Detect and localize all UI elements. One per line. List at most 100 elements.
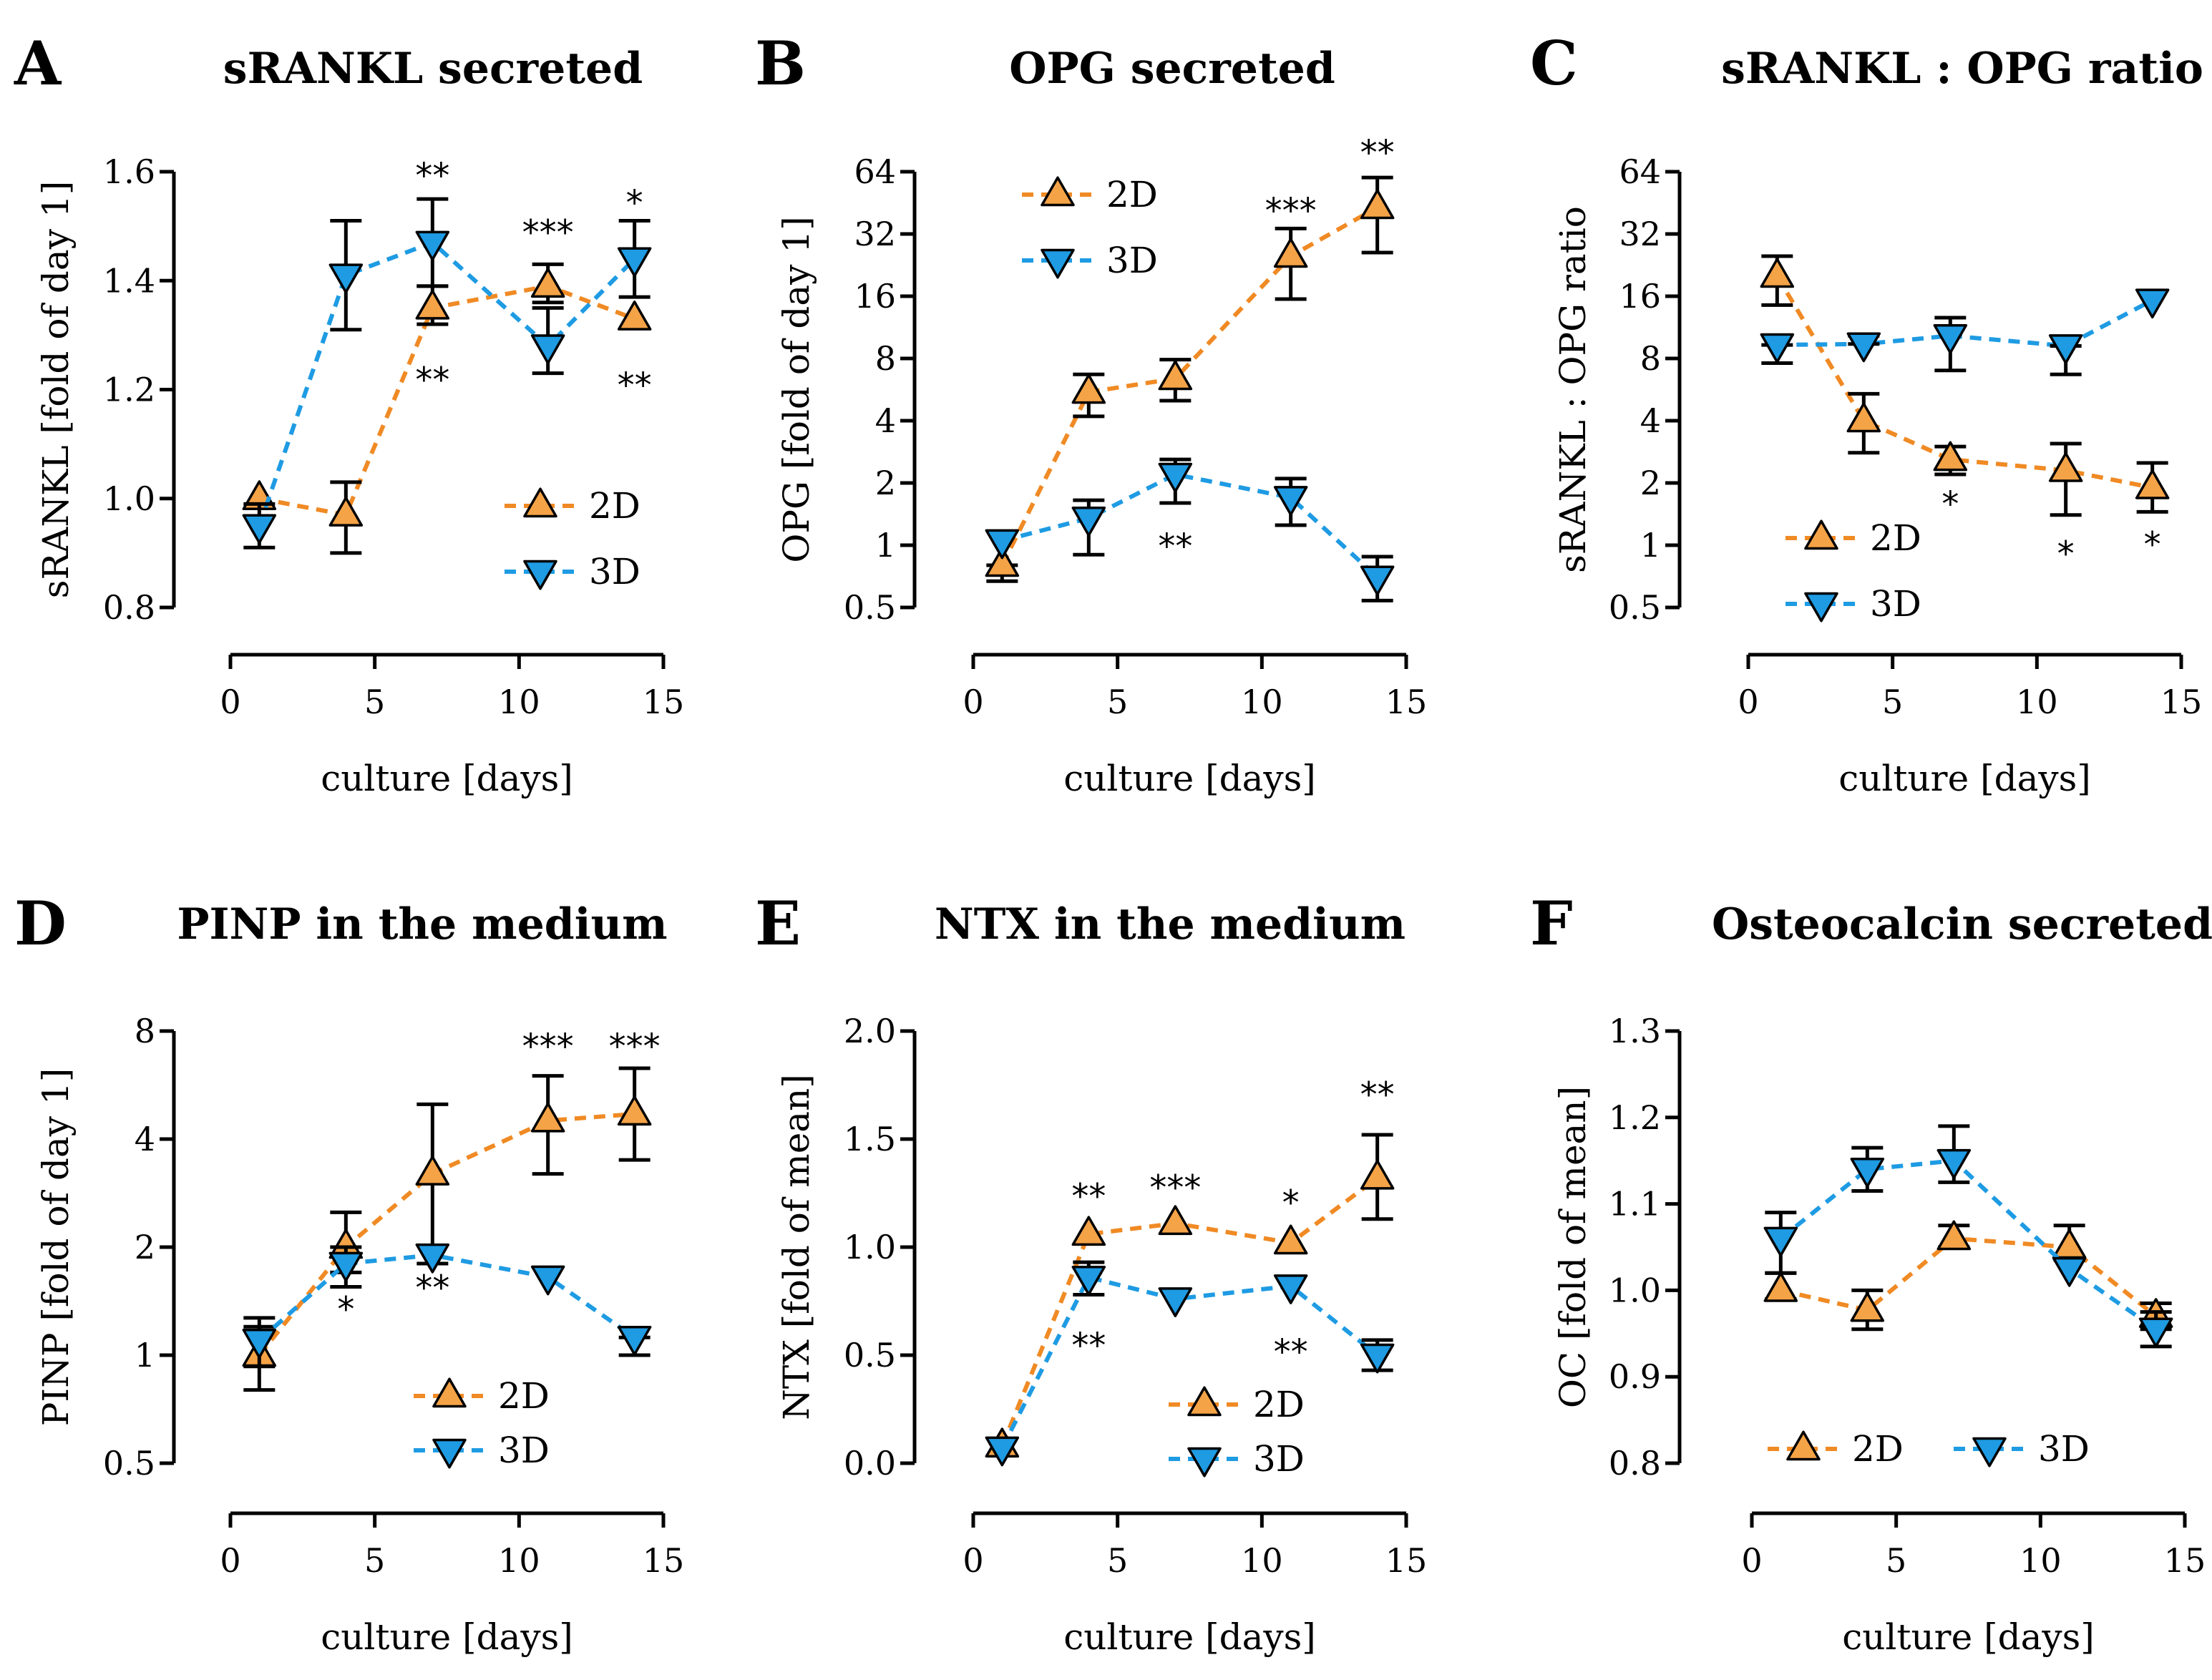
- legend-marker-2D: [1804, 519, 1838, 550]
- series-2D: [985, 175, 1395, 583]
- marker-2D: [2052, 1229, 2087, 1259]
- significance-label: ***: [522, 213, 574, 253]
- x-tick-label: 0: [220, 683, 240, 721]
- y-tick-label: 2: [1640, 464, 1661, 502]
- marker-3D: [617, 247, 652, 278]
- series-2D: [1763, 1220, 2173, 1332]
- legend-marker-3D: [432, 1438, 467, 1469]
- marker-3D: [530, 334, 565, 365]
- marker-3D: [1071, 1265, 1106, 1296]
- legend-label-3D: 3D: [1253, 1438, 1305, 1480]
- x-tick-label: 5: [1882, 683, 1903, 721]
- marker-3D: [328, 263, 364, 294]
- significance-label: *: [1282, 1183, 1300, 1224]
- y-tick-label: 64: [1619, 152, 1661, 191]
- x-tick-label: 15: [1385, 1541, 1428, 1580]
- series-2D: [242, 1066, 652, 1392]
- panel-B: B OPG secreted 0.5 1 2 4 8 16 32 64 OPG [fold of d…: [755, 28, 1427, 799]
- y-tick-label: 8: [135, 1012, 155, 1050]
- x-tick-label: 5: [1107, 683, 1128, 721]
- series-line-3D: [1777, 298, 2154, 348]
- series-line-3D: [1001, 472, 1379, 579]
- significance-label: ***: [1265, 191, 1317, 231]
- y-tick-label: 1.0: [1609, 1271, 1661, 1309]
- legend-marker-3D: [1804, 592, 1838, 622]
- marker-2D: [1760, 258, 1795, 288]
- marker-3D: [242, 1328, 277, 1359]
- marker-2D: [1850, 1291, 1885, 1322]
- marker-2D: [530, 268, 565, 298]
- x-tick-label: 10: [2019, 1541, 2062, 1580]
- legend-label-2D: 2D: [1852, 1428, 1904, 1470]
- marker-3D: [1763, 1226, 1798, 1257]
- x-tick-label: 0: [220, 1541, 240, 1580]
- panel-letter: B: [755, 28, 806, 99]
- marker-3D: [985, 1436, 1020, 1467]
- significance-label: **: [415, 156, 449, 196]
- marker-3D: [1360, 565, 1395, 596]
- panel-letter: C: [1530, 28, 1578, 99]
- y-tick-label: 0.8: [1609, 1444, 1661, 1483]
- marker-2D: [617, 1095, 652, 1126]
- panel-D: D PINP in the medium 0.5 1 2 4 8 PINP [fold of …: [14, 888, 684, 1658]
- y-axis-label: sRANKL : OPG ratio: [1552, 206, 1594, 573]
- marker-2D: [1158, 360, 1193, 391]
- series-line-2D: [257, 1111, 635, 1357]
- x-tick-label: 15: [643, 1541, 685, 1580]
- marker-2D: [2048, 451, 2083, 482]
- y-tick-label: 0.9: [1609, 1357, 1661, 1396]
- y-tick-label: 1.4: [103, 261, 155, 300]
- marker-2D: [328, 497, 364, 527]
- x-tick-label: 15: [643, 683, 685, 721]
- series-2D: [1760, 254, 2170, 517]
- x-tick-label: 0: [963, 1541, 983, 1580]
- marker-3D: [985, 529, 1020, 560]
- series-line-2D: [1780, 1236, 2158, 1318]
- y-tick-label: 64: [854, 152, 896, 191]
- panel-E: E NTX in the medium 0.0 0.5 1.0 1.5 2.0 NTX [fo…: [755, 888, 1427, 1658]
- legend-marker-2D: [1786, 1430, 1821, 1461]
- legend-marker-2D: [523, 487, 557, 518]
- marker-3D: [1158, 462, 1193, 493]
- legend-label-3D: 3D: [589, 551, 640, 592]
- y-tick-label: 16: [854, 277, 896, 316]
- significance-label: **: [1071, 1326, 1106, 1366]
- y-tick-label: 1: [875, 526, 896, 565]
- y-tick-label: 32: [1619, 215, 1661, 253]
- x-tick-label: 5: [364, 683, 385, 721]
- marker-2D: [1933, 441, 1968, 472]
- y-tick-label: 1.1: [1609, 1185, 1661, 1224]
- x-tick-label: 10: [498, 683, 540, 721]
- legend-label-2D: 2D: [1106, 174, 1158, 215]
- y-axis-label: OC [fold of mean]: [1552, 1086, 1594, 1408]
- marker-3D: [242, 514, 277, 544]
- series-line-2D: [258, 283, 635, 517]
- marker-3D: [1273, 486, 1308, 516]
- marker-3D: [328, 1251, 364, 1282]
- marker-3D: [530, 1265, 565, 1296]
- marker-2D: [415, 289, 450, 320]
- significance-label: **: [1274, 1332, 1308, 1372]
- significance-label: ***: [522, 1027, 574, 1067]
- marker-2D: [617, 301, 652, 331]
- marker-2D: [1071, 1216, 1106, 1246]
- significance-label: **: [1158, 527, 1192, 567]
- marker-2D: [1936, 1220, 1972, 1251]
- legend-marker-2D: [1187, 1386, 1222, 1417]
- x-tick-label: 5: [364, 1541, 385, 1580]
- panel-title: PINP in the medium: [177, 899, 667, 949]
- y-tick-label: 1.3: [1609, 1012, 1661, 1050]
- y-tick-label: 1.0: [844, 1228, 896, 1266]
- x-axis-label: culture [days]: [1842, 1616, 2095, 1658]
- marker-3D: [2135, 288, 2170, 319]
- y-tick-label: 1.5: [844, 1120, 896, 1158]
- legend-marker-3D: [1187, 1447, 1222, 1478]
- y-tick-label: 0.0: [844, 1444, 896, 1483]
- significance-label: *: [337, 1290, 354, 1330]
- marker-3D: [617, 1326, 652, 1356]
- marker-3D: [1936, 1148, 1972, 1179]
